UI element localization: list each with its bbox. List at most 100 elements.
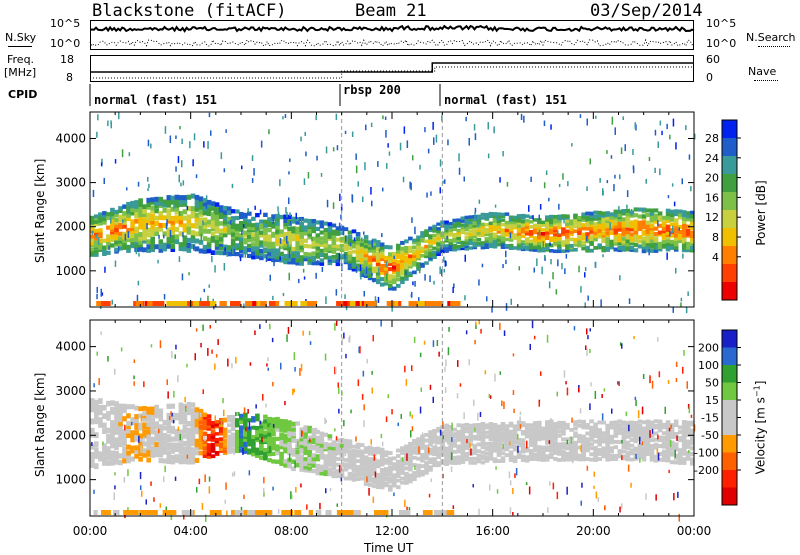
power-cell xyxy=(267,244,272,249)
power-cell xyxy=(243,246,248,251)
power-cell xyxy=(363,247,369,252)
velocity-cell xyxy=(98,451,103,458)
velocity-cell xyxy=(210,435,216,439)
velocity-cell xyxy=(537,445,542,450)
power-cell xyxy=(359,260,365,265)
power-cell xyxy=(347,254,353,258)
velocity-cell xyxy=(178,414,184,420)
velocity-ground-scatter xyxy=(325,510,332,515)
velocity-cell xyxy=(239,442,244,447)
velocity-cell xyxy=(178,459,184,465)
velocity-cell xyxy=(464,429,470,434)
velocity-speck xyxy=(657,452,660,461)
power-cell xyxy=(460,240,466,244)
velocity-cell xyxy=(190,459,196,465)
velocity-speck xyxy=(393,492,395,497)
power-cell xyxy=(291,219,296,224)
power-cell xyxy=(126,201,131,207)
velocity-cell xyxy=(677,457,683,462)
velocity-cell xyxy=(267,428,272,433)
power-cell xyxy=(617,241,623,246)
power-speck xyxy=(214,265,216,273)
velocity-cell xyxy=(259,424,264,429)
power-cell xyxy=(452,234,457,238)
velocity-cell xyxy=(267,432,272,437)
velocity-cell xyxy=(396,454,401,458)
velocity-cell xyxy=(319,439,325,444)
velocity-cell xyxy=(279,441,284,447)
power-cell xyxy=(259,243,264,248)
velocity-speck xyxy=(571,417,573,423)
power-cell xyxy=(484,215,490,220)
power-cell xyxy=(279,239,284,244)
power-cell xyxy=(412,262,417,267)
power-cell xyxy=(251,226,256,231)
power-speck xyxy=(272,217,274,225)
power-speck xyxy=(419,164,421,170)
velocity-cell xyxy=(235,432,240,436)
velocity-cell xyxy=(186,446,192,452)
velocity-cell xyxy=(178,410,184,416)
velocity-speck xyxy=(519,411,522,415)
power-cell xyxy=(452,227,457,231)
velocity-speck xyxy=(243,494,245,499)
power-cell xyxy=(593,231,598,235)
power-cell xyxy=(496,217,502,221)
velocity-speck xyxy=(153,497,155,502)
velocity-speck xyxy=(277,509,280,514)
velocity-cell xyxy=(279,451,284,457)
velocity-cell xyxy=(492,445,498,449)
velocity-speck xyxy=(380,433,383,439)
power-colorbar-block xyxy=(722,228,737,246)
velocity-ground-scatter xyxy=(427,510,433,515)
power-speck xyxy=(182,180,185,186)
velocity-cell xyxy=(553,434,558,439)
velocity-cell xyxy=(130,456,135,462)
power-cell xyxy=(641,220,647,225)
power-cell xyxy=(154,208,159,214)
velocity-speck xyxy=(675,377,678,382)
power-cell xyxy=(311,219,317,224)
velocity-cell xyxy=(198,420,204,425)
velocity-cell xyxy=(553,448,558,452)
velocity-cell xyxy=(251,435,256,439)
velocity-ground-scatter xyxy=(123,510,128,515)
power-speck xyxy=(502,151,504,157)
velocity-cell xyxy=(629,451,635,456)
power-speck xyxy=(260,140,263,148)
power-cell xyxy=(154,221,159,226)
power-cell xyxy=(146,215,151,221)
velocity-cell xyxy=(476,423,482,427)
power-speck xyxy=(426,192,428,198)
power-cell xyxy=(243,217,248,222)
power-cell xyxy=(210,220,216,225)
velocity-cell xyxy=(432,463,437,468)
power-speck xyxy=(684,211,687,216)
velocity-cell xyxy=(685,439,691,444)
velocity-cell xyxy=(230,432,236,437)
power-cell xyxy=(222,220,228,225)
power-cell xyxy=(396,270,401,275)
velocity-cell xyxy=(532,426,538,431)
velocity-cell xyxy=(379,475,385,479)
velocity-cell xyxy=(186,405,192,412)
velocity-speck xyxy=(102,441,104,446)
velocity-speck xyxy=(589,328,591,332)
power-cell xyxy=(170,235,176,240)
velocity-speck xyxy=(442,421,444,430)
power-cell xyxy=(412,260,417,264)
velocity-speck xyxy=(207,348,209,356)
power-cell xyxy=(581,218,586,222)
velocity-cell xyxy=(404,466,409,471)
power-cell xyxy=(299,248,304,253)
power-cell xyxy=(275,229,280,234)
power-speck xyxy=(685,306,688,314)
power-cell xyxy=(392,269,397,274)
velocity-cell xyxy=(649,420,655,425)
velocity-cell xyxy=(243,437,248,442)
velocity-cell xyxy=(428,433,433,438)
velocity-cell xyxy=(235,421,240,425)
beam-title: Beam 21 xyxy=(355,1,427,21)
power-cell xyxy=(593,234,598,238)
velocity-cell xyxy=(480,427,486,432)
